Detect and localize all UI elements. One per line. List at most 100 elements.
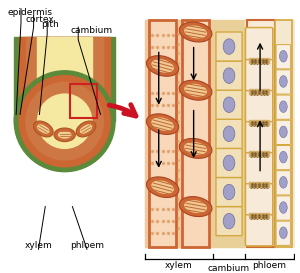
- FancyBboxPatch shape: [216, 90, 242, 119]
- Ellipse shape: [76, 121, 96, 137]
- Text: pith: pith: [41, 20, 59, 29]
- Ellipse shape: [280, 51, 287, 62]
- FancyBboxPatch shape: [245, 214, 273, 246]
- Ellipse shape: [54, 128, 75, 142]
- Ellipse shape: [280, 227, 287, 239]
- FancyBboxPatch shape: [245, 121, 273, 153]
- FancyBboxPatch shape: [276, 70, 291, 94]
- FancyBboxPatch shape: [276, 146, 291, 170]
- Bar: [275, 20, 292, 247]
- Ellipse shape: [223, 97, 235, 112]
- Ellipse shape: [146, 114, 179, 134]
- Bar: [149, 20, 176, 247]
- Ellipse shape: [146, 56, 179, 76]
- Ellipse shape: [58, 131, 71, 139]
- Ellipse shape: [280, 76, 287, 87]
- Bar: [40, 37, 50, 121]
- FancyBboxPatch shape: [276, 120, 291, 144]
- Ellipse shape: [223, 126, 235, 142]
- Bar: [248, 151, 270, 157]
- Ellipse shape: [223, 184, 235, 200]
- Bar: [38, 37, 92, 121]
- Bar: [247, 20, 275, 247]
- Ellipse shape: [151, 59, 174, 73]
- Bar: [249, 213, 269, 218]
- FancyBboxPatch shape: [245, 28, 273, 60]
- Ellipse shape: [280, 177, 287, 188]
- FancyBboxPatch shape: [245, 152, 273, 184]
- Bar: [145, 20, 213, 247]
- Ellipse shape: [179, 197, 212, 216]
- Bar: [248, 182, 270, 188]
- Ellipse shape: [223, 155, 235, 171]
- FancyBboxPatch shape: [216, 119, 242, 149]
- Circle shape: [14, 71, 115, 172]
- Ellipse shape: [184, 84, 207, 97]
- Bar: [213, 20, 245, 247]
- Bar: [249, 182, 269, 187]
- FancyBboxPatch shape: [245, 59, 273, 91]
- Bar: [19, 37, 110, 121]
- Ellipse shape: [151, 180, 174, 194]
- Circle shape: [19, 76, 110, 167]
- FancyBboxPatch shape: [245, 59, 273, 91]
- Bar: [248, 213, 270, 219]
- Text: xylem: xylem: [165, 261, 193, 270]
- FancyBboxPatch shape: [245, 152, 273, 184]
- Bar: [61, 37, 68, 121]
- FancyBboxPatch shape: [216, 207, 242, 236]
- Circle shape: [26, 82, 104, 160]
- Bar: [182, 20, 209, 247]
- Bar: [249, 151, 269, 156]
- FancyBboxPatch shape: [245, 121, 273, 153]
- Text: phloem: phloem: [70, 241, 104, 250]
- Bar: [248, 120, 270, 126]
- FancyBboxPatch shape: [276, 95, 291, 119]
- Bar: [79, 37, 89, 121]
- Ellipse shape: [223, 213, 235, 229]
- Text: cortex: cortex: [26, 14, 55, 23]
- FancyBboxPatch shape: [216, 61, 242, 90]
- Ellipse shape: [179, 138, 212, 158]
- FancyBboxPatch shape: [276, 196, 291, 220]
- FancyBboxPatch shape: [245, 183, 273, 215]
- FancyBboxPatch shape: [276, 171, 291, 195]
- Ellipse shape: [280, 151, 287, 163]
- FancyBboxPatch shape: [216, 177, 242, 207]
- Ellipse shape: [280, 126, 287, 138]
- Text: xylem: xylem: [25, 241, 52, 250]
- Ellipse shape: [37, 124, 50, 134]
- FancyBboxPatch shape: [245, 28, 273, 60]
- Ellipse shape: [151, 117, 174, 131]
- Ellipse shape: [223, 68, 235, 84]
- FancyBboxPatch shape: [216, 32, 242, 61]
- Bar: [249, 120, 269, 125]
- FancyBboxPatch shape: [245, 90, 273, 122]
- Ellipse shape: [184, 142, 207, 155]
- Ellipse shape: [280, 202, 287, 213]
- FancyBboxPatch shape: [276, 44, 291, 69]
- FancyBboxPatch shape: [245, 183, 273, 215]
- Ellipse shape: [179, 80, 212, 100]
- Ellipse shape: [179, 22, 212, 42]
- Ellipse shape: [223, 39, 235, 54]
- Ellipse shape: [184, 200, 207, 213]
- FancyBboxPatch shape: [276, 221, 291, 245]
- FancyBboxPatch shape: [245, 214, 273, 246]
- Text: cambium: cambium: [70, 26, 112, 35]
- FancyBboxPatch shape: [245, 90, 273, 122]
- Bar: [249, 58, 269, 63]
- Bar: [14, 37, 115, 121]
- Bar: [248, 58, 270, 64]
- Ellipse shape: [184, 25, 207, 38]
- Bar: [70, 84, 97, 118]
- Ellipse shape: [146, 177, 179, 197]
- Bar: [248, 89, 270, 95]
- Text: phloem: phloem: [252, 261, 286, 270]
- Circle shape: [38, 94, 92, 149]
- Text: epidermis: epidermis: [8, 8, 52, 17]
- FancyBboxPatch shape: [216, 149, 242, 177]
- Text: cambium: cambium: [208, 264, 250, 273]
- Bar: [249, 89, 269, 94]
- Bar: [245, 20, 293, 247]
